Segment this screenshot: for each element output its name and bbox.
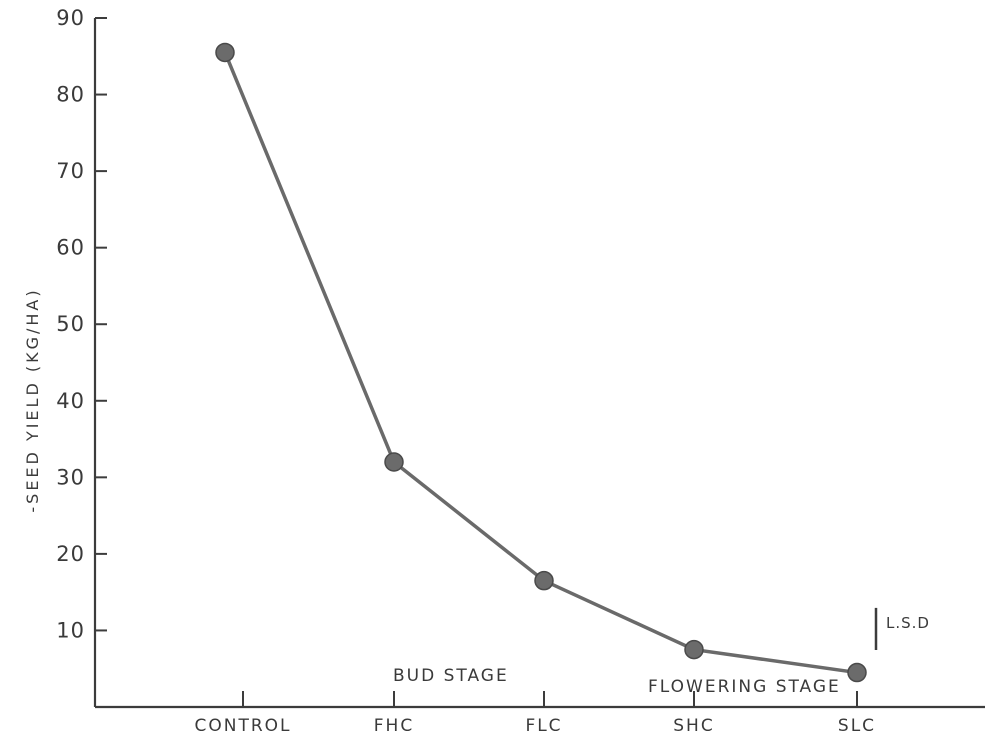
- y-tick-label: 90: [56, 6, 85, 30]
- x-tick-label: CONTROL: [194, 716, 291, 736]
- x-tick-label: FHC: [374, 716, 414, 736]
- axes: [93, 18, 985, 709]
- y-tick-label: 50: [56, 312, 85, 336]
- series: [215, 42, 867, 683]
- y-axis-label: -SEED YIELD (KG/HA): [23, 287, 42, 512]
- y-tick-label: 20: [56, 542, 85, 566]
- y-tick-label: 10: [56, 618, 85, 642]
- x-ticks: CONTROL FHC FLC SHC SLC: [194, 691, 876, 736]
- data-point: [215, 42, 235, 63]
- y-tick-label: 40: [56, 389, 85, 413]
- lsd-label: L.S.D: [886, 614, 930, 632]
- bud-stage-label: BUD STAGE: [393, 666, 509, 686]
- y-tick-label: 60: [56, 236, 85, 260]
- y-ticks: 10 20 30 40 50 60 70 80 90: [56, 6, 107, 642]
- y-tick-label: 80: [56, 83, 85, 107]
- x-tick-label: FLC: [525, 716, 562, 736]
- x-tick-label: SLC: [838, 716, 876, 736]
- lsd-indicator: L.S.D: [874, 607, 930, 650]
- data-point: [684, 639, 704, 660]
- data-point: [847, 662, 867, 683]
- y-tick-label: 30: [56, 465, 85, 489]
- data-point: [534, 570, 554, 591]
- y-tick-label: 70: [56, 159, 85, 183]
- flowering-stage-label: FLOWERING STAGE: [648, 677, 841, 697]
- x-tick-label: SHC: [673, 716, 714, 736]
- data-point: [384, 452, 404, 472]
